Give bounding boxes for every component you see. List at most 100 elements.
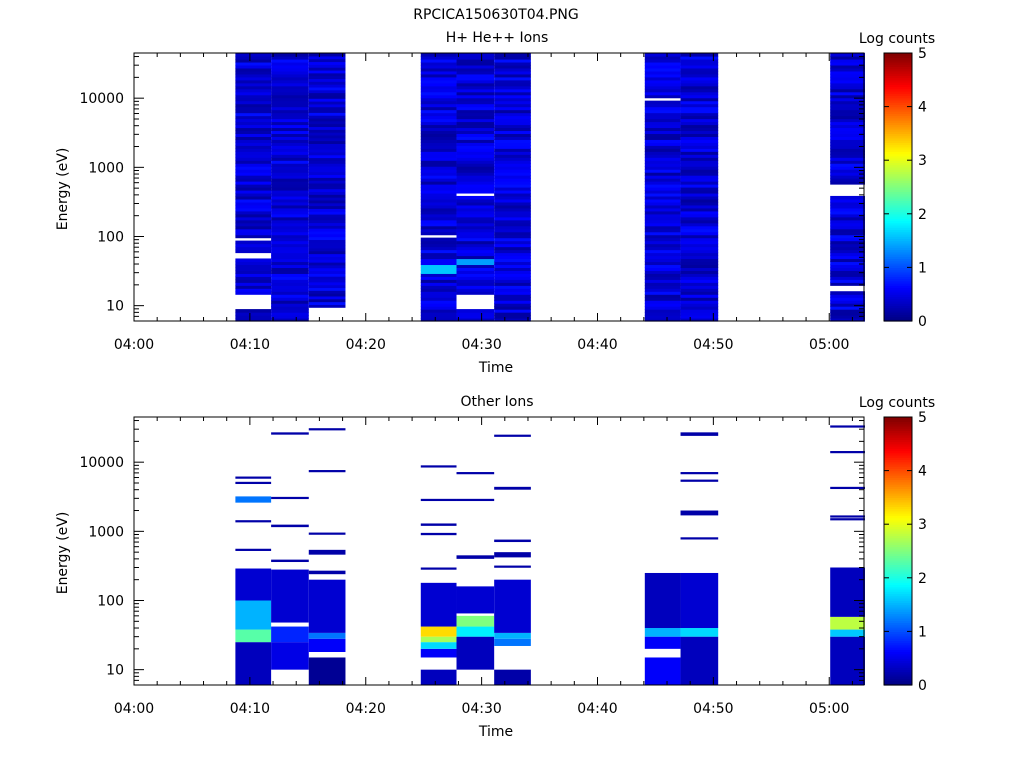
heatmap-cell: [644, 237, 681, 242]
colorbar-swatch: [884, 204, 912, 208]
colorbar-swatch: [884, 296, 912, 300]
colorbar-swatch: [884, 600, 912, 603]
heatmap-cell: [456, 178, 495, 182]
colorbar-swatch: [884, 680, 912, 684]
heatmap-cell: [235, 267, 272, 271]
heatmap-cell: [420, 175, 457, 179]
heatmap-cell: [644, 255, 681, 260]
heatmap-cell: [420, 79, 457, 84]
heatmap-cell: [235, 189, 272, 194]
heatmap-cell: [680, 136, 719, 140]
y-axis-label: Energy (eV): [55, 148, 71, 231]
colorbar-swatch: [884, 606, 912, 610]
heatmap-cell: [830, 91, 865, 96]
heatmap-cell: [420, 148, 457, 152]
heatmap-cell: [644, 318, 681, 322]
heatmap-cell: [235, 154, 272, 158]
colorbar-swatch: [884, 75, 912, 79]
heatmap-cell: [308, 233, 346, 238]
colorbar-swatch: [884, 164, 912, 168]
heatmap-cell: [494, 312, 531, 316]
colorbar-swatch: [884, 187, 912, 190]
x-tick-label: 04:40: [577, 701, 617, 717]
heatmap-cell: [494, 115, 531, 120]
colorbar-swatch: [884, 207, 912, 210]
heatmap-cell: [456, 222, 495, 227]
heatmap-cell: [420, 288, 457, 292]
heatmap-cell: [271, 207, 309, 212]
heatmap-cell: [235, 520, 272, 523]
x-tick-label: 04:10: [230, 701, 270, 717]
heatmap-cell: [830, 70, 865, 75]
heatmap-cell: [308, 298, 346, 303]
heatmap-cell: [420, 279, 457, 283]
colorbar-tick-label: 5: [918, 410, 927, 426]
heatmap-cell: [456, 276, 495, 280]
heatmap-cell: [644, 88, 681, 93]
heatmap-cell: [494, 669, 531, 685]
heatmap-cell: [420, 178, 457, 182]
heatmap-cell: [235, 100, 272, 105]
heatmap-cell: [308, 259, 346, 263]
heatmap-cell: [830, 567, 865, 617]
heatmap-cell: [420, 70, 457, 75]
colorbar-swatch: [884, 618, 912, 621]
heatmap-cell: [271, 166, 309, 170]
heatmap-cell: [308, 132, 346, 136]
heatmap-cell: [456, 282, 495, 286]
heatmap-cell: [308, 225, 346, 229]
heatmap-cell: [271, 270, 309, 274]
y-tick-label: 100: [97, 593, 124, 609]
colorbar-swatch: [884, 644, 912, 648]
heatmap-cell: [271, 300, 309, 304]
heatmap-cell: [830, 195, 865, 200]
heatmap-cell: [680, 64, 719, 69]
heatmap-cell: [494, 166, 531, 170]
colorbar-swatch: [884, 182, 912, 186]
heatmap-cell: [494, 294, 531, 298]
heatmap-cell: [456, 240, 495, 245]
heatmap-cell: [271, 496, 309, 500]
heatmap-cell: [830, 160, 865, 164]
heatmap-cell: [680, 303, 719, 307]
heatmap-cell: [456, 267, 495, 271]
heatmap-cell: [680, 154, 719, 158]
heatmap-cell: [830, 312, 865, 316]
heatmap-cell: [494, 267, 531, 271]
heatmap-cell: [308, 242, 346, 246]
heatmap-cell: [308, 301, 346, 305]
colorbar-swatch: [884, 593, 912, 597]
heatmap-cell: [308, 69, 346, 74]
heatmap-cell: [271, 219, 309, 224]
heatmap-cell: [308, 103, 346, 108]
heatmap-cell: [271, 276, 309, 280]
heatmap-cell: [456, 270, 495, 274]
heatmap-cell: [420, 213, 457, 218]
colorbar-swatch: [884, 258, 912, 262]
heatmap-cell: [420, 198, 457, 203]
colorbar-swatch: [884, 676, 912, 679]
heatmap-cell: [271, 82, 309, 87]
colorbar-label: Log counts: [859, 395, 935, 411]
heatmap-cell: [420, 207, 457, 212]
colorbar-swatch: [884, 564, 912, 568]
heatmap-cell: [271, 148, 309, 152]
heatmap-cell: [680, 67, 719, 72]
heatmap-cell: [680, 178, 719, 182]
colorbar-swatch: [884, 497, 912, 501]
colorbar-swatch: [884, 642, 912, 646]
heatmap-cell: [308, 75, 346, 80]
heatmap-cell: [235, 94, 272, 99]
colorbar-swatch: [884, 446, 912, 449]
heatmap-cell: [308, 78, 346, 82]
heatmap-cell: [420, 291, 457, 295]
heatmap-cell: [235, 312, 272, 316]
colorbar-tick-label: 2: [918, 571, 927, 587]
heatmap-cell: [680, 195, 719, 200]
heatmap-cell: [644, 303, 681, 307]
heatmap-cell: [644, 148, 681, 152]
heatmap-cell: [680, 282, 719, 286]
heatmap-cell: [830, 267, 865, 271]
x-tick-label: 04:40: [577, 337, 617, 353]
heatmap-cell: [308, 165, 346, 170]
